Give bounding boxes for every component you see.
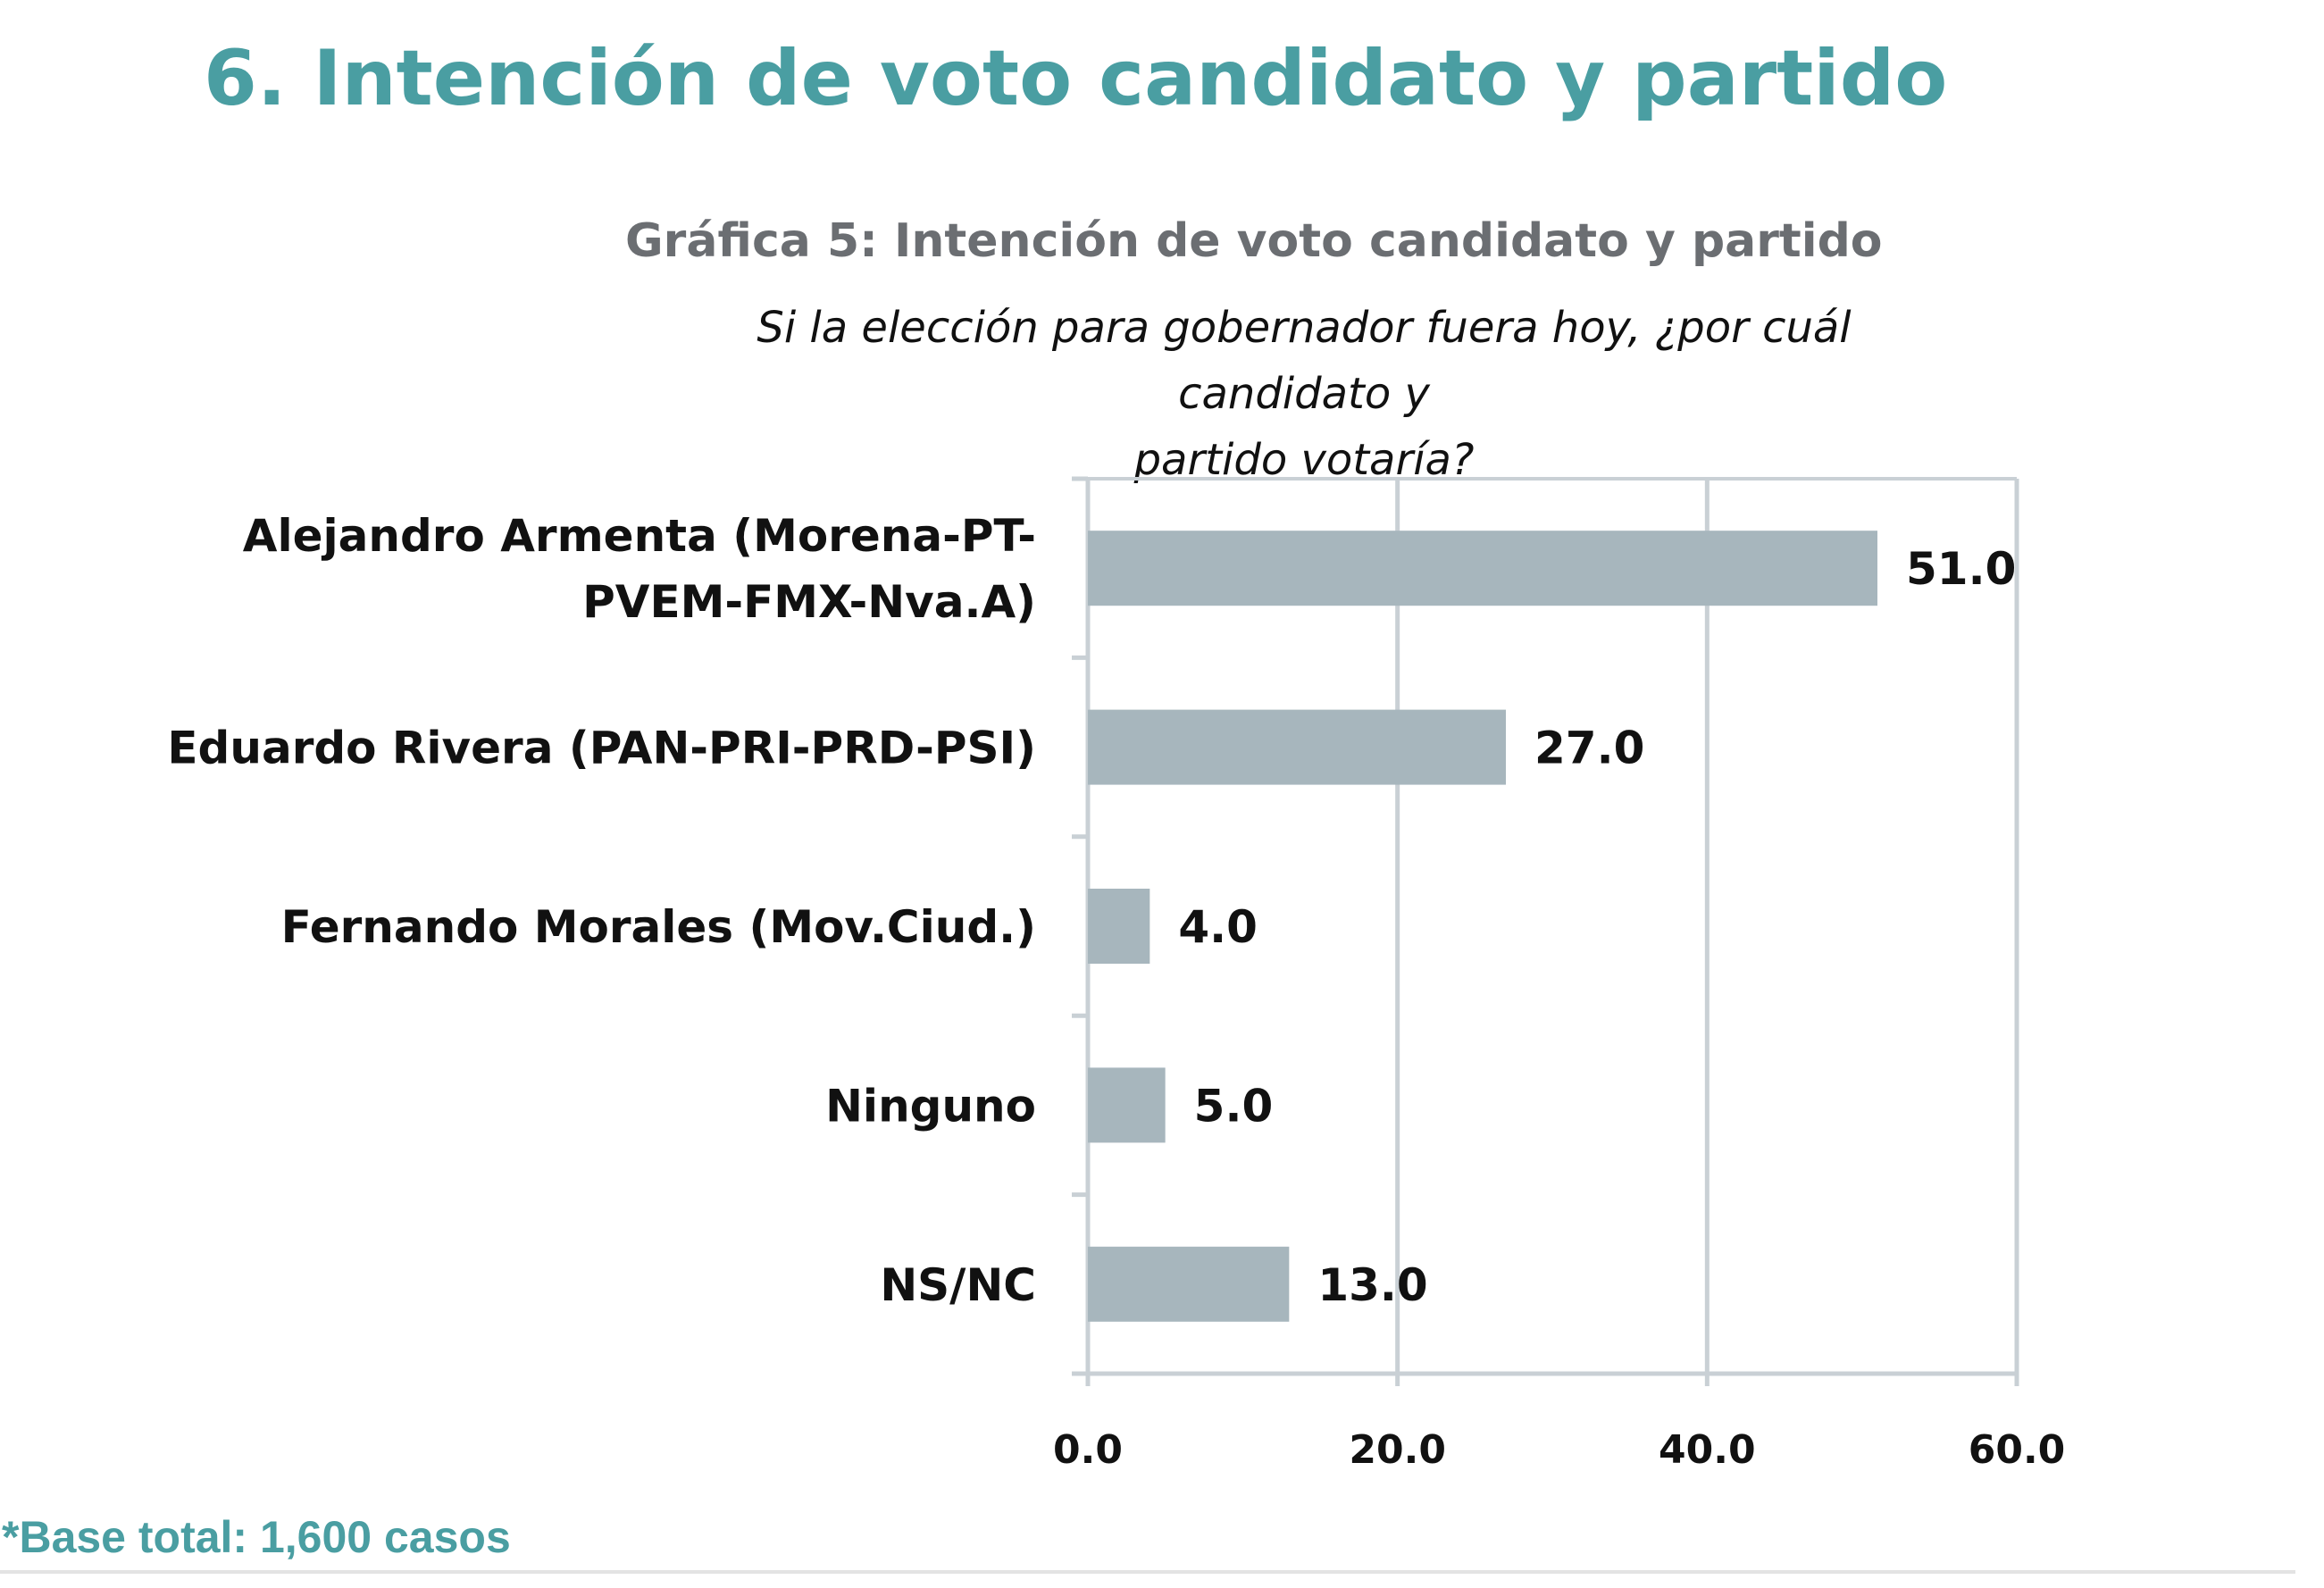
data-label: 5.0 [1194, 1080, 1274, 1132]
page-title: 6. Intención de voto candidato y partido [204, 34, 1948, 123]
category-label: PVEM-FMX-Nva.A) [582, 576, 1036, 628]
chart-subtitle: Si la elección para gobernador fuera hoy… [679, 295, 1929, 493]
chart-subtitle-line-1: Si la elección para gobernador fuera hoy… [757, 303, 1852, 419]
bar [1088, 531, 1877, 606]
category-label: Ninguno [825, 1080, 1036, 1132]
bar [1088, 889, 1150, 964]
x-tick-label: 60.0 [1969, 1427, 2066, 1473]
data-label: 27.0 [1534, 723, 1644, 774]
x-tick-label: 0.0 [1053, 1427, 1123, 1473]
category-label: Eduardo Rivera (PAN-PRI-PRD-PSI) [167, 723, 1036, 774]
category-label: NS/NC [880, 1259, 1036, 1311]
chart-subtitle-line-2: partido votaría? [1133, 435, 1475, 485]
x-tick-label: 20.0 [1349, 1427, 1446, 1473]
chart-title: Gráfica 5: Intención de voto candidato y… [625, 214, 1883, 268]
bar [1088, 709, 1506, 785]
x-tick-label: 40.0 [1659, 1427, 1756, 1473]
data-label: 13.0 [1317, 1259, 1427, 1311]
bar [1088, 1246, 1290, 1322]
category-label: Fernando Morales (Mov.Ciud.) [281, 901, 1036, 953]
data-label: 51.0 [1906, 543, 2016, 595]
base-footnote: *Base total: 1,600 casos [2, 1512, 511, 1562]
bottom-divider [0, 1570, 2295, 1574]
bar [1088, 1067, 1166, 1143]
data-label: 4.0 [1178, 901, 1258, 953]
category-label: Alejandro Armenta (Morena-PT- [243, 510, 1036, 562]
